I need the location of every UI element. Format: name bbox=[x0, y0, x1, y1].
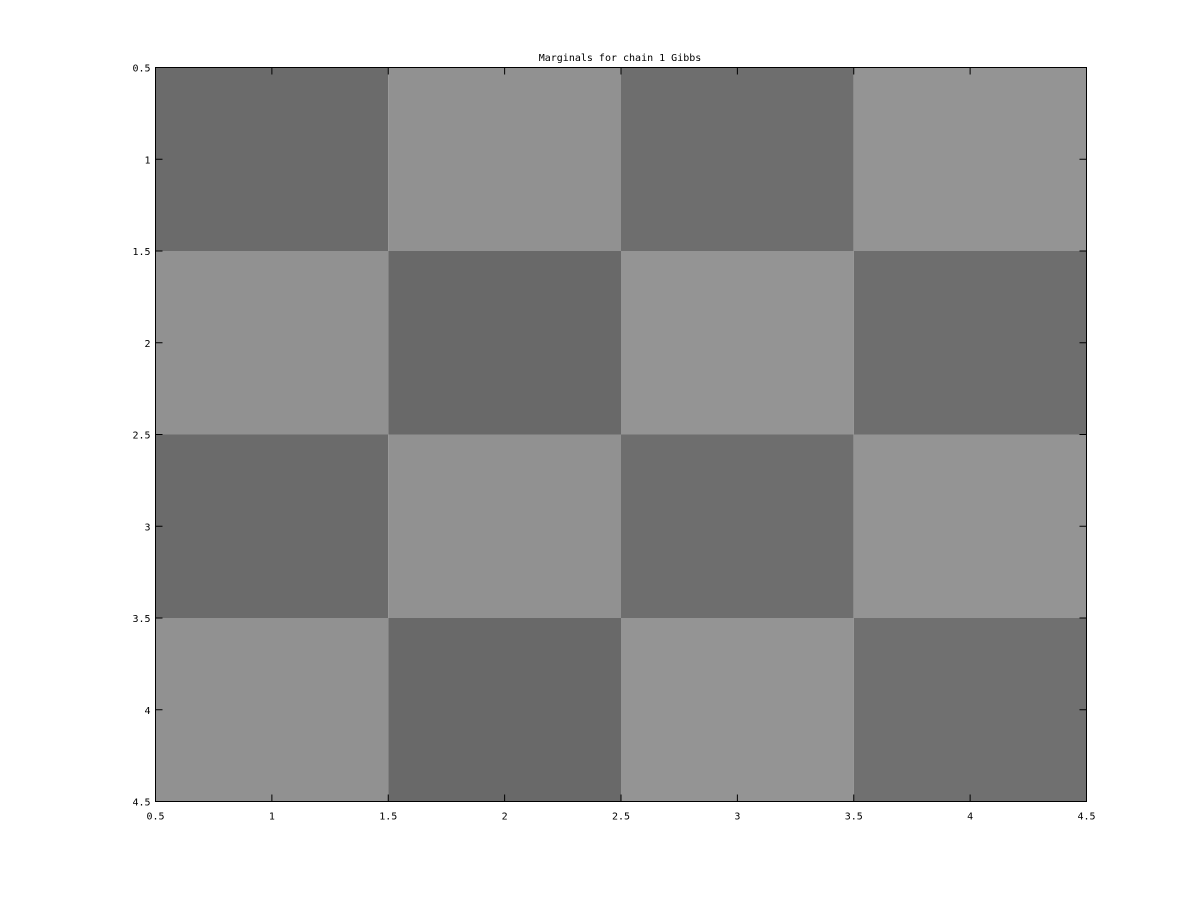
x-tick-label: 3.5 bbox=[845, 812, 863, 823]
heatmap-cell-r1-c1 bbox=[155, 67, 389, 251]
heatmap-cell-r4-c1 bbox=[155, 618, 389, 802]
heatmap-cell-r2-c2 bbox=[388, 251, 621, 435]
x-tick-label: 0.5 bbox=[146, 812, 164, 823]
y-tick-label: 3 bbox=[144, 522, 150, 533]
x-tick-label: 1 bbox=[269, 812, 275, 823]
heatmap-cell-r3-c3 bbox=[621, 434, 854, 618]
heatmap-cell-r2-c4 bbox=[853, 251, 1087, 435]
y-tick-label: 1.5 bbox=[132, 247, 150, 258]
heatmap-cell-r4-c3 bbox=[621, 618, 854, 802]
x-tick-label: 1.5 bbox=[379, 812, 397, 823]
x-tick-label: 2.5 bbox=[612, 812, 630, 823]
heatmap-cells bbox=[155, 67, 1087, 802]
heatmap-cell-r1-c4 bbox=[853, 67, 1087, 251]
x-tick-labels: 0.5 1 1.5 2 2.5 3 3.5 4 4.5 bbox=[146, 812, 1095, 823]
heatmap-cell-r4-c2 bbox=[388, 618, 621, 802]
plot-frame bbox=[155, 67, 1087, 802]
y-tick-label: 0.5 bbox=[132, 64, 150, 75]
y-tick-label: 2.5 bbox=[132, 431, 150, 442]
heatmap-cell-r1-c3 bbox=[621, 67, 854, 251]
y-tick-label: 4.5 bbox=[132, 798, 150, 809]
x-tick-label: 3 bbox=[734, 812, 740, 823]
chart-title: Marginals for chain 1 Gibbs bbox=[539, 53, 702, 64]
x-tick-label: 2 bbox=[502, 812, 508, 823]
y-tick-label: 4 bbox=[144, 706, 150, 717]
x-tick-label: 4 bbox=[967, 812, 973, 823]
heatmap-cell-r4-c4 bbox=[853, 618, 1087, 802]
heatmap-cell-r2-c1 bbox=[155, 251, 389, 435]
heatmap-cell-r1-c2 bbox=[388, 67, 621, 251]
y-tick-label: 3.5 bbox=[132, 614, 150, 625]
heatmap-cell-r3-c2 bbox=[388, 434, 621, 618]
y-tick-labels: 0.5 1 1.5 2 2.5 3 3.5 4 4.5 bbox=[132, 64, 150, 809]
x-tick-label: 4.5 bbox=[1077, 812, 1095, 823]
heatmap-cell-r3-c4 bbox=[853, 434, 1087, 618]
heatmap-cell-r2-c3 bbox=[621, 251, 854, 435]
y-tick-label: 1 bbox=[144, 155, 150, 166]
heatmap-cell-r3-c1 bbox=[155, 434, 389, 618]
y-tick-label: 2 bbox=[144, 339, 150, 350]
